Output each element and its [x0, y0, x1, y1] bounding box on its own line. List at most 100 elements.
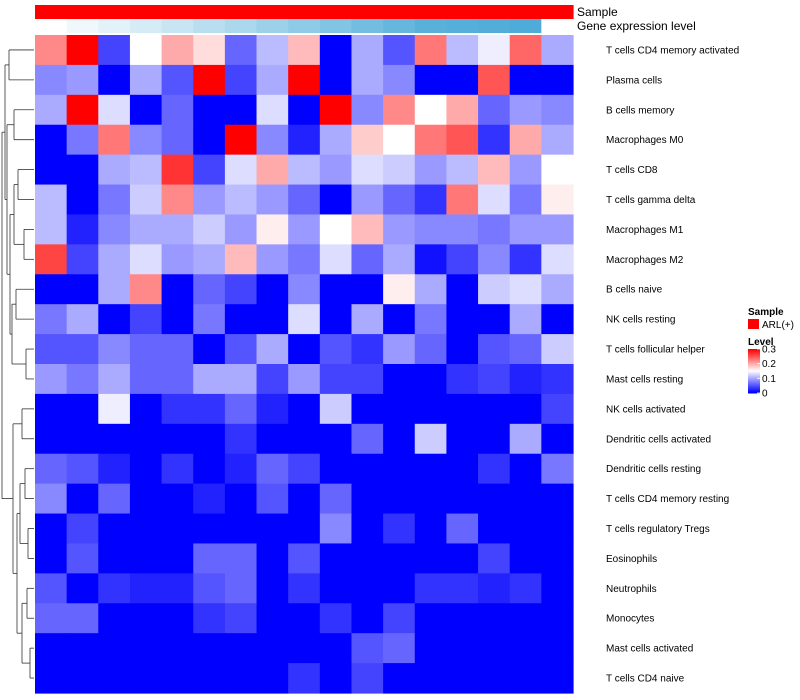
legend-gradient-step [748, 352, 760, 354]
heatmap-cell [319, 513, 353, 545]
heatmap-cell [351, 154, 384, 186]
heatmap-cell [98, 154, 131, 186]
heatmap-cell [446, 304, 479, 335]
heatmap-cell [224, 513, 258, 545]
heatmap-cell [509, 64, 542, 96]
heatmap-cell [541, 304, 574, 335]
heatmap-cell [319, 573, 353, 604]
heatmap-cell [35, 304, 68, 335]
heatmap-cell [414, 633, 448, 664]
legend-gradient-step [748, 375, 760, 377]
heatmap-cell [66, 184, 99, 216]
heatmap-cell [256, 94, 289, 126]
legend-sample-entry: ARL(+) [762, 320, 794, 331]
legend-gradient-step [748, 390, 760, 392]
heatmap-cell [129, 603, 163, 634]
heatmap-cell [288, 364, 321, 395]
row-label: Neutrophils [606, 584, 657, 595]
heatmap-cell [98, 663, 131, 694]
heatmap-cell [129, 94, 163, 126]
heatmap-cell [351, 663, 384, 694]
heatmap-cell [446, 244, 479, 275]
heatmap-cell [509, 633, 542, 664]
legend-gradient-step [748, 388, 760, 390]
heatmap-cell [66, 423, 99, 455]
heatmap-cell [193, 214, 226, 245]
legend-gradient-step [748, 366, 760, 368]
legend-gradient-step [748, 392, 760, 394]
expression-annotation-cell [509, 19, 542, 33]
heatmap-cell [35, 633, 68, 664]
heatmap-cell [414, 513, 448, 545]
legend-gradient-step [748, 357, 760, 359]
heatmap-cell [161, 573, 194, 604]
heatmap-cell [35, 663, 68, 694]
legend-gradient-step [748, 355, 760, 357]
heatmap-cell [383, 64, 416, 96]
heatmap-cell [161, 94, 194, 126]
row-label: Macrophages M1 [606, 225, 684, 236]
heatmap-cell [446, 573, 479, 604]
legend-gradient-step [748, 365, 760, 367]
heatmap-cell [161, 184, 194, 216]
heatmap-cell [66, 543, 99, 574]
heatmap-cell [478, 214, 511, 245]
heatmap-cell [288, 513, 321, 545]
heatmap-cell [256, 423, 289, 455]
heatmap-cell [66, 274, 99, 305]
heatmap-cell [478, 423, 511, 455]
heatmap-cell [256, 453, 289, 485]
row-label: T cells CD8 [606, 165, 658, 176]
heatmap-cell [98, 94, 131, 126]
heatmap-cell [478, 124, 511, 156]
heatmap-cell [351, 633, 384, 664]
heatmap-cell [256, 543, 289, 574]
expression-annotation-cell [224, 19, 258, 33]
heatmap-cell [66, 393, 99, 425]
heatmap-cell [383, 603, 416, 634]
heatmap-cell [66, 603, 99, 634]
heatmap-cell [129, 334, 163, 365]
heatmap-cell [446, 214, 479, 245]
heatmap-cell [414, 663, 448, 694]
heatmap-cell [414, 453, 448, 485]
heatmap-cell [66, 364, 99, 395]
row-label: B cells memory [606, 105, 674, 116]
heatmap-cell [224, 274, 258, 305]
heatmap-cell [319, 393, 353, 425]
heatmap-cell [193, 423, 226, 455]
legend-level-title: Level [748, 337, 774, 348]
heatmap-cell [319, 274, 353, 305]
heatmap-cell [35, 423, 68, 455]
heatmap-cell [446, 64, 479, 96]
legend-tick-label: 0.3 [762, 345, 776, 356]
heatmap-cell [383, 573, 416, 604]
row-label: Plasma cells [606, 75, 662, 86]
heatmap-cell [446, 35, 479, 66]
heatmap-cell [478, 274, 511, 305]
heatmap-cell [288, 184, 321, 216]
heatmap-cell [256, 573, 289, 604]
sample-annotation-cell [446, 5, 479, 19]
heatmap-cell [288, 663, 321, 694]
heatmap-cell [319, 64, 353, 96]
heatmap-cell [446, 334, 479, 365]
heatmap-cell [98, 513, 131, 545]
expression-annotation-cell [351, 19, 384, 33]
heatmap-cell [224, 633, 258, 664]
heatmap-cell [193, 244, 226, 275]
heatmap-cell [224, 423, 258, 455]
expression-annotation-cell [161, 19, 194, 33]
row-label: Monocytes [606, 614, 654, 625]
heatmap-cell [541, 423, 574, 455]
heatmap-cell [256, 483, 289, 515]
heatmap-cell [319, 214, 353, 245]
sample-annotation-cell [161, 5, 194, 19]
legend-gradient-step [748, 370, 760, 372]
row-label: Macrophages M0 [606, 135, 684, 146]
heatmap-cell [446, 274, 479, 305]
heatmap-cell [256, 214, 289, 245]
heatmap-cell [351, 64, 384, 96]
row-label: T cells CD4 memory activated [606, 45, 739, 56]
heatmap-cell [478, 154, 511, 186]
